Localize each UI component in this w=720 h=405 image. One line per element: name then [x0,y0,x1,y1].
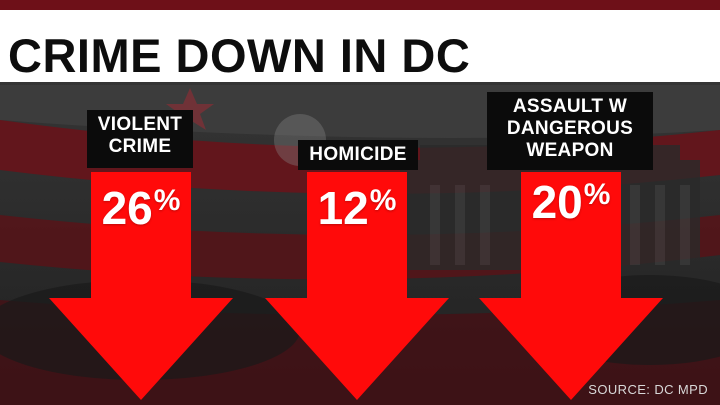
percent-symbol: % [153,184,181,217]
label-line: WEAPON [526,140,614,161]
stat-label-homicide: HOMICIDE [298,140,418,170]
down-arrow-icon [479,172,663,400]
label-line: VIOLENT [97,114,183,135]
stat-label-violent-crime: VIOLENT CRIME [87,110,193,168]
source-credit: SOURCE: DC MPD [588,382,708,397]
percent-value: 26 [101,182,153,234]
down-arrow-icon [49,172,233,400]
stat-percent-violent-crime: 26% [81,176,201,233]
headline: CRIME DOWN IN DC [8,29,471,82]
percent-value: 20 [531,176,583,228]
percent-value: 12 [317,182,369,234]
label-line: HOMICIDE [309,144,407,165]
label-line: ASSAULT W [512,96,628,117]
down-arrow-icon [265,172,449,400]
stat-label-assault: ASSAULT W DANGEROUS WEAPON [487,92,653,170]
stat-percent-assault: 20% [511,170,631,227]
percent-symbol: % [583,178,611,211]
percent-symbol: % [369,184,397,217]
stat-percent-homicide: 12% [297,176,417,233]
label-line: DANGEROUS [506,118,634,139]
label-line: CRIME [108,136,172,157]
headline-band: CRIME DOWN IN DC [0,10,720,82]
